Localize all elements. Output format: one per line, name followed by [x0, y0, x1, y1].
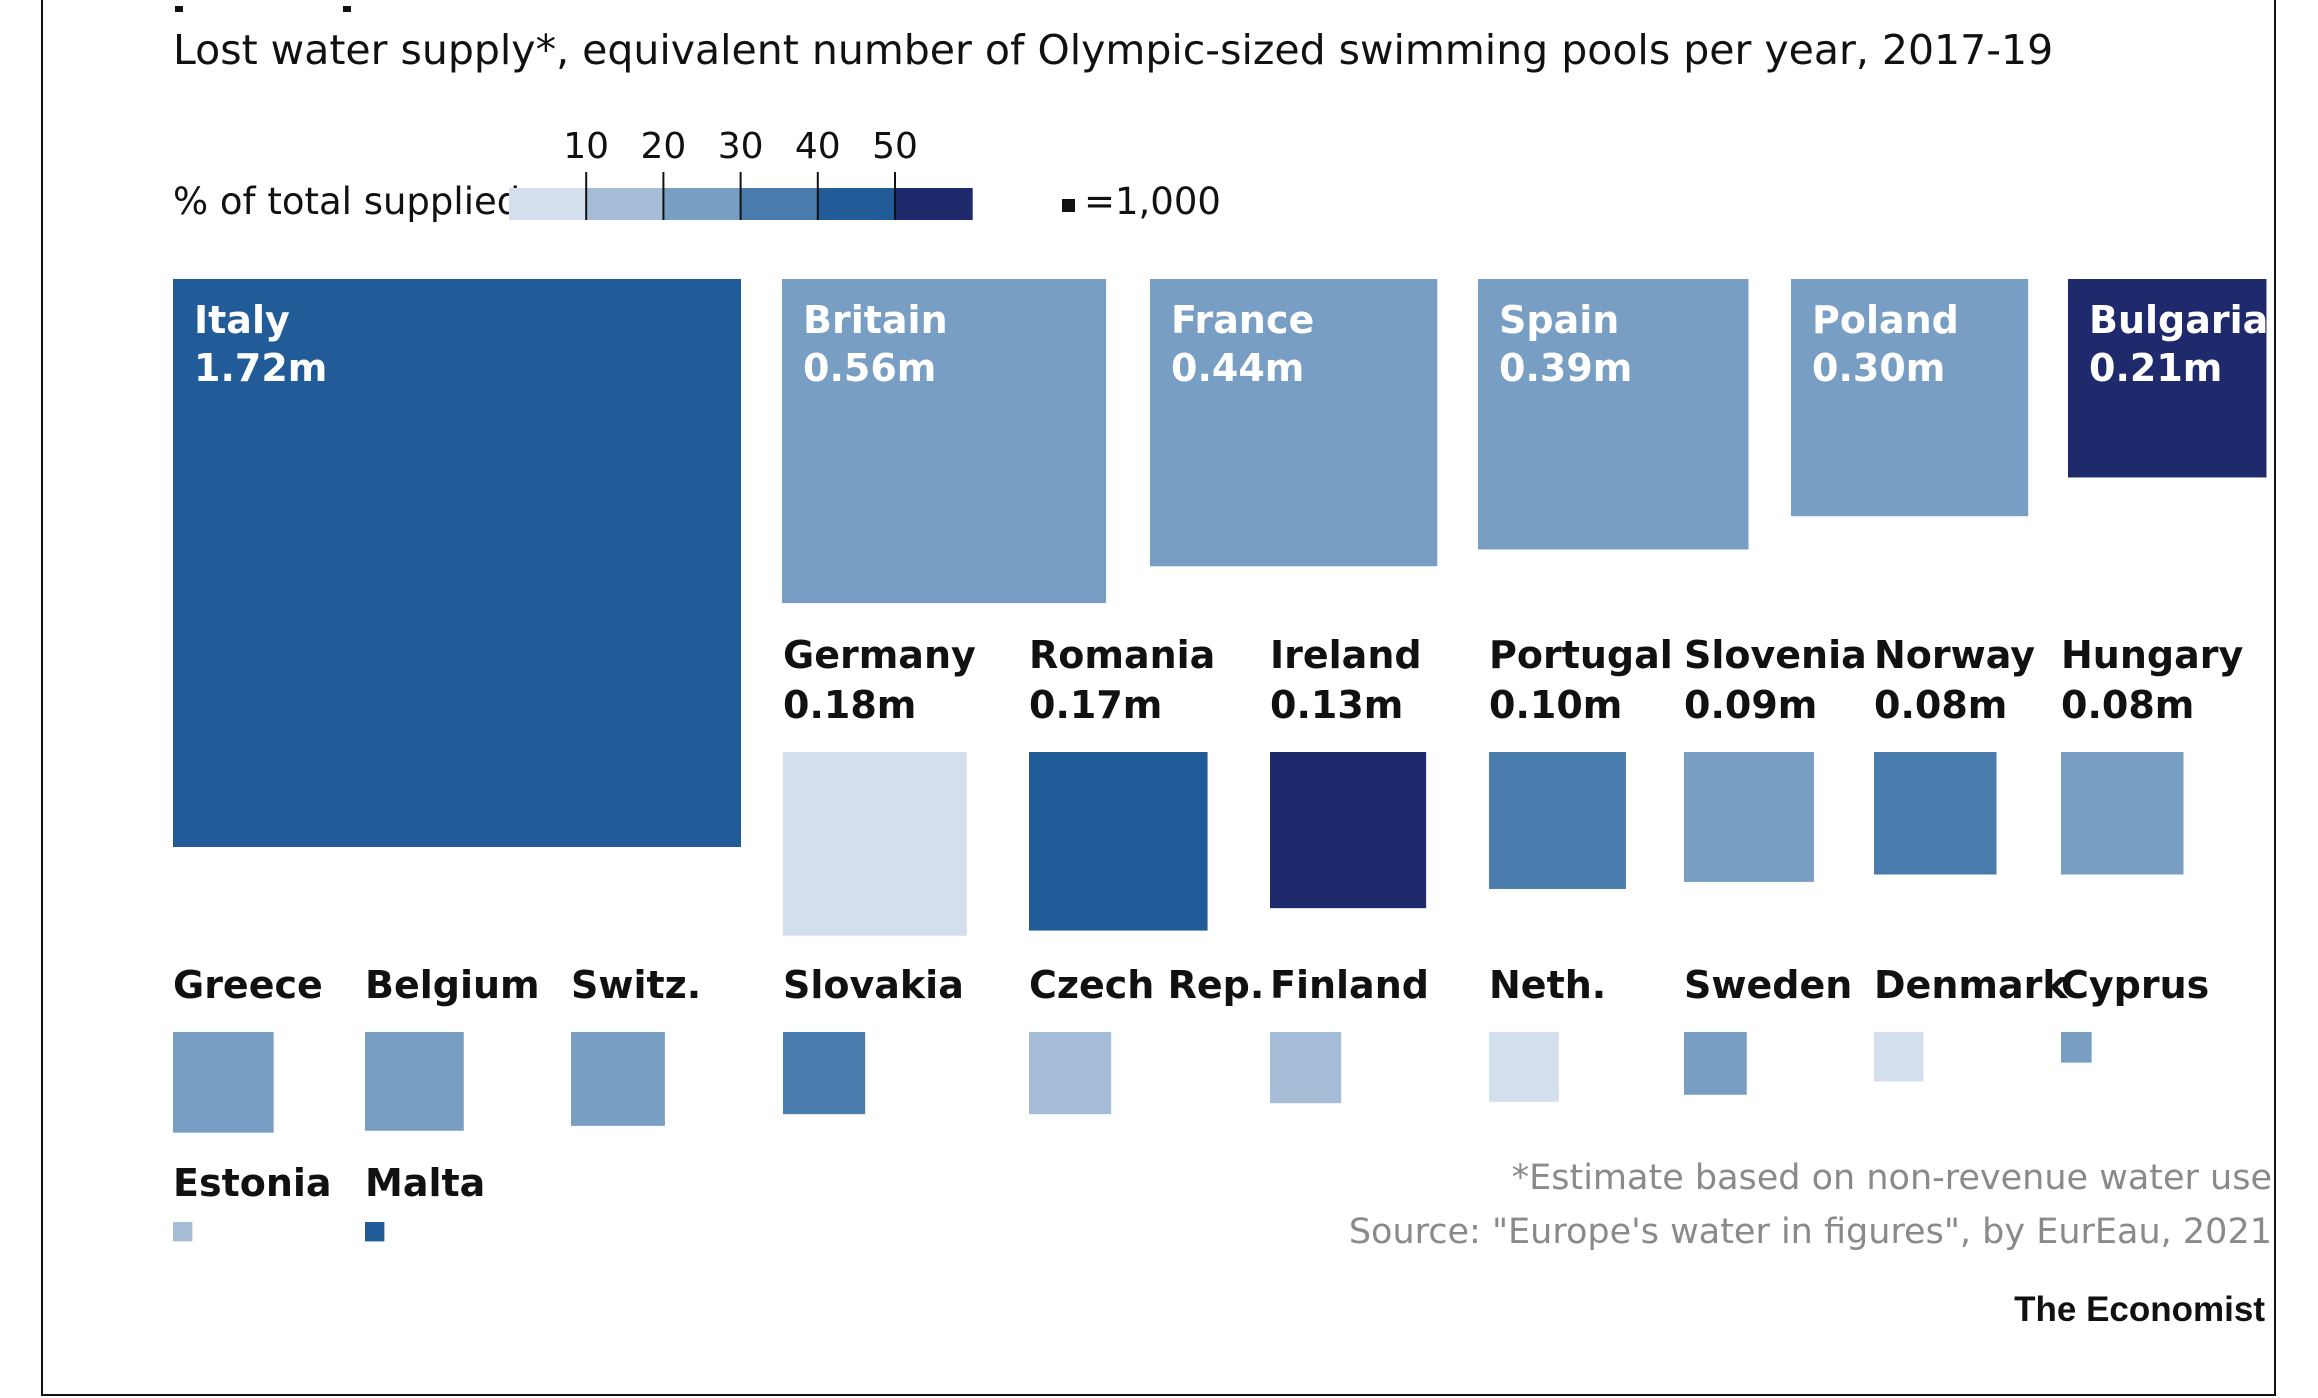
country-label-italy: Italy	[194, 298, 290, 342]
country-label-britain: Britain	[803, 298, 948, 342]
country-label-denmark: Denmark	[1874, 963, 2068, 1007]
value-label-france: 0.44m	[1171, 346, 1304, 390]
value-label-italy: 1.72m	[194, 346, 327, 390]
labels-layer: Italy1.72mBritain0.56mFrance0.44mSpain0.…	[173, 298, 2268, 1205]
legend-tick-label: 20	[640, 126, 686, 167]
country-label-slovenia: Slovenia	[1684, 633, 1867, 677]
country-label-norway: Norway	[1874, 633, 2035, 677]
square-cyprus	[2061, 1032, 2092, 1063]
value-label-poland: 0.30m	[1812, 346, 1945, 390]
top-mark	[175, 6, 183, 12]
square-estonia	[173, 1222, 193, 1242]
country-label-cyprus: Cyprus	[2061, 963, 2209, 1007]
country-label-neth: Neth.	[1489, 963, 1606, 1007]
square-switz	[571, 1032, 665, 1126]
square-sweden	[1684, 1032, 1747, 1095]
square-czech-rep	[1029, 1032, 1112, 1115]
country-label-germany: Germany	[783, 633, 976, 677]
value-label-romania: 0.17m	[1029, 683, 1162, 727]
footnote: *Estimate based on non-revenue water use	[1512, 1158, 2272, 1198]
legend-bin-2	[663, 188, 742, 220]
country-label-sweden: Sweden	[1684, 963, 1852, 1007]
legend-tick-label: 50	[872, 126, 918, 167]
value-label-norway: 0.08m	[1874, 683, 2007, 727]
square-britain	[782, 279, 1107, 604]
square-slovenia	[1684, 752, 1814, 882]
country-label-poland: Poland	[1812, 298, 1959, 342]
square-portugal	[1489, 752, 1626, 889]
legend-tick-label: 40	[795, 126, 841, 167]
country-label-hungary: Hungary	[2061, 633, 2243, 677]
chart-title: Lost water supply*, equivalent number of…	[173, 26, 2053, 74]
value-label-slovenia: 0.09m	[1684, 683, 1817, 727]
legend-tick-label: 10	[563, 126, 609, 167]
legend-tick-label: 30	[718, 126, 764, 167]
country-label-ireland: Ireland	[1270, 633, 1422, 677]
country-label-czech-rep: Czech Rep.	[1029, 963, 1264, 1007]
country-label-bulgaria: Bulgaria	[2089, 298, 2268, 342]
value-label-germany: 0.18m	[783, 683, 916, 727]
squares-layer	[173, 279, 2267, 1242]
square-norway	[1874, 752, 1997, 875]
square-poland	[1791, 279, 2029, 517]
value-label-ireland: 0.13m	[1270, 683, 1403, 727]
country-label-estonia: Estonia	[173, 1161, 332, 1205]
legend-bin-3	[740, 188, 819, 220]
square-hungary	[2061, 752, 2184, 875]
value-label-spain: 0.39m	[1499, 346, 1632, 390]
unit-square-icon	[1062, 199, 1075, 212]
legend-bin-4	[817, 188, 896, 220]
country-label-slovakia: Slovakia	[783, 963, 964, 1007]
legend-bin-0	[509, 188, 587, 220]
square-neth	[1489, 1032, 1559, 1102]
square-ireland	[1270, 752, 1427, 909]
country-label-france: France	[1171, 298, 1314, 342]
value-label-britain: 0.56m	[803, 346, 936, 390]
country-label-spain: Spain	[1499, 298, 1619, 342]
value-label-bulgaria: 0.21m	[2089, 346, 2222, 390]
legend-bin-5	[895, 188, 973, 220]
square-malta	[365, 1222, 385, 1242]
square-germany	[783, 752, 967, 936]
country-label-romania: Romania	[1029, 633, 1215, 677]
square-france	[1150, 279, 1438, 567]
value-label-portugal: 0.10m	[1489, 683, 1622, 727]
square-spain	[1478, 279, 1749, 550]
legend-bin-1	[586, 188, 664, 220]
top-mark	[343, 6, 351, 12]
square-finland	[1270, 1032, 1342, 1104]
country-label-finland: Finland	[1270, 963, 1429, 1007]
country-label-switz: Switz.	[571, 963, 701, 1007]
square-denmark	[1874, 1032, 1924, 1082]
country-label-malta: Malta	[365, 1161, 485, 1205]
legend-unit-label: =1,000	[1084, 180, 1221, 223]
legend: % of total supplied 10 20 30 40 50 =1,000	[173, 126, 1221, 223]
chart-frame	[41, 0, 2276, 1396]
square-romania	[1029, 752, 1208, 931]
square-belgium	[365, 1032, 464, 1131]
square-bulgaria	[2068, 279, 2267, 478]
economist-brand: The Economist	[2014, 1290, 2265, 1329]
value-label-hungary: 0.08m	[2061, 683, 2194, 727]
country-label-belgium: Belgium	[365, 963, 540, 1007]
square-italy	[173, 279, 741, 847]
source-note: Source: "Europe's water in figures", by …	[1349, 1212, 2272, 1252]
country-label-portugal: Portugal	[1489, 633, 1673, 677]
square-slovakia	[783, 1032, 866, 1115]
legend-label: % of total supplied	[173, 180, 520, 223]
country-label-greece: Greece	[173, 963, 323, 1007]
square-greece	[173, 1032, 274, 1133]
